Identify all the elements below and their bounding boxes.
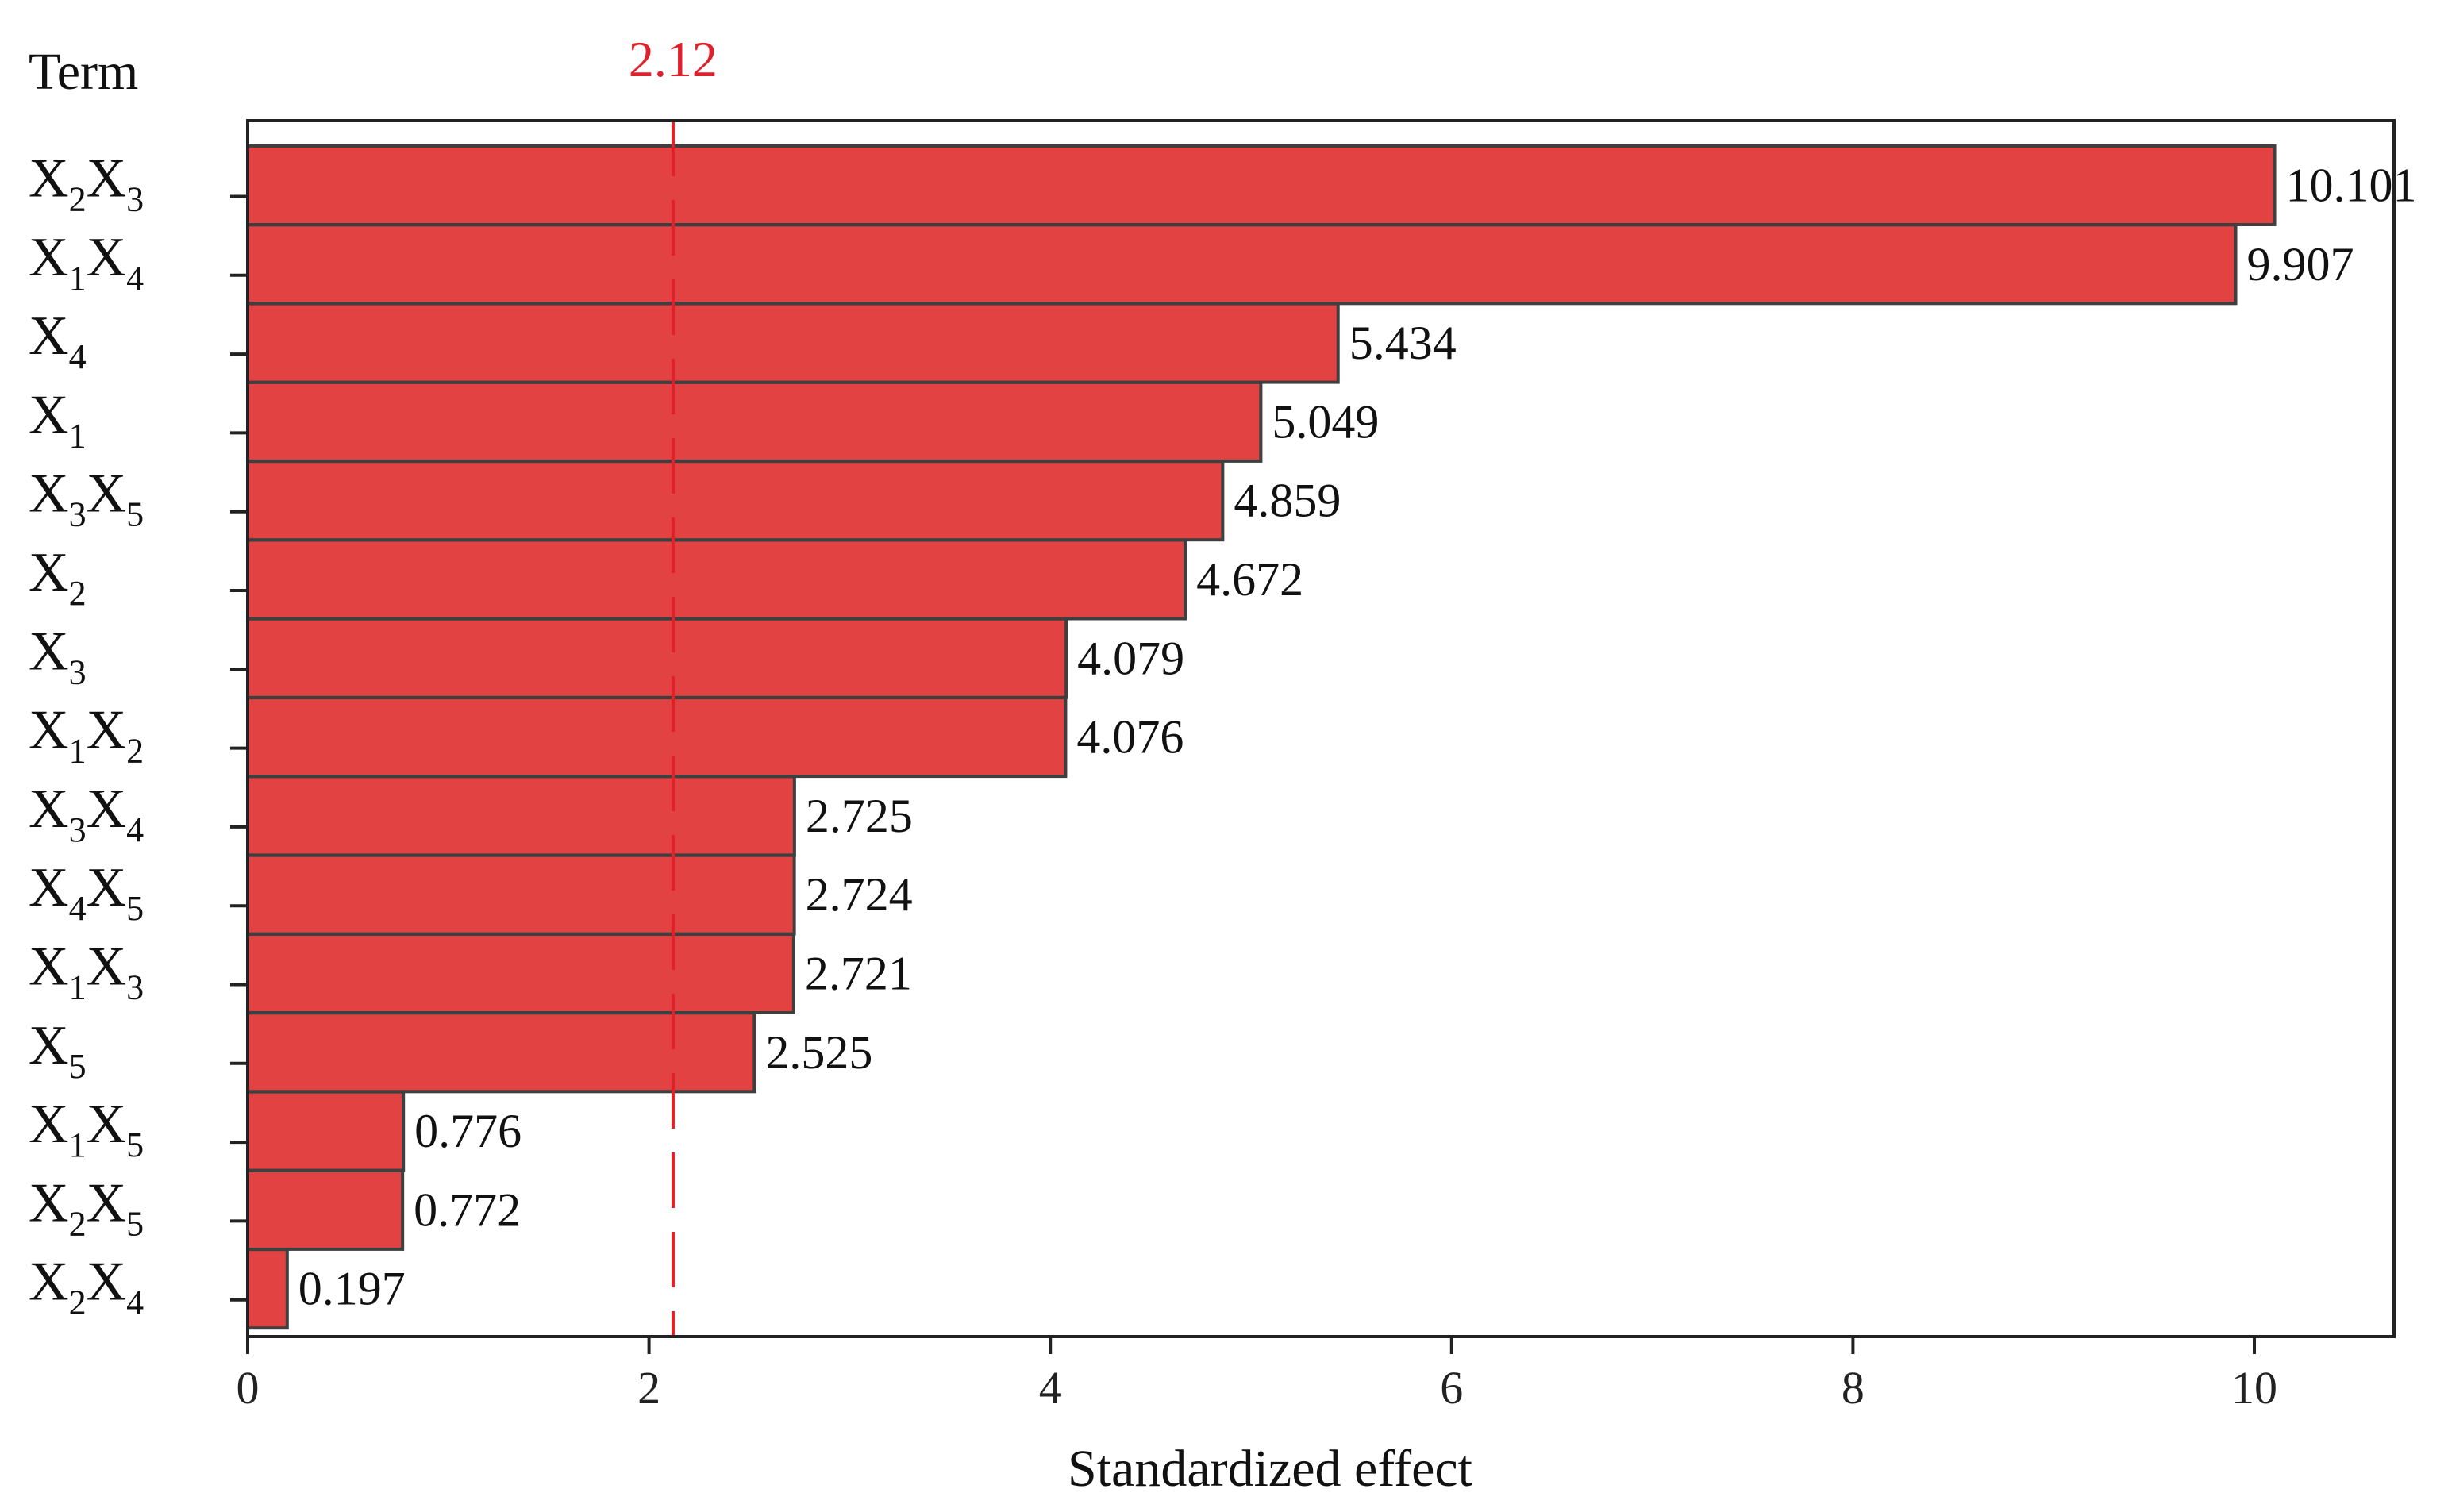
bar-value-label: 10.101	[2286, 160, 2417, 212]
term-label: X4	[29, 306, 87, 376]
x-tick-label: 6	[1440, 1362, 1463, 1414]
bar	[246, 1168, 405, 1251]
bar	[246, 1011, 756, 1094]
bar-value-label: 5.049	[1272, 395, 1379, 448]
term-label: X3X4	[29, 779, 144, 849]
bar	[246, 853, 796, 936]
term-label: X2X3	[29, 148, 144, 219]
bar-value-label: 5.434	[1349, 317, 1457, 369]
bar	[246, 933, 795, 1014]
bar	[246, 617, 1068, 699]
term-label: X5	[29, 1015, 87, 1086]
bar	[246, 460, 1225, 542]
bar	[246, 223, 2238, 306]
bar	[246, 775, 796, 857]
term-label: X4X5	[29, 857, 144, 928]
y-ticks-group	[230, 194, 248, 1302]
bar-value-label: 0.197	[298, 1263, 406, 1315]
bar-value-label: 4.079	[1077, 632, 1184, 684]
bar-value-label: 0.772	[414, 1183, 521, 1236]
bar	[246, 144, 2277, 226]
bar	[246, 538, 1187, 621]
term-label: X2X5	[29, 1172, 144, 1243]
term-label: X1X2	[29, 700, 144, 771]
bar-value-label: 9.907	[2246, 238, 2354, 290]
bar-value-label: 0.776	[414, 1105, 522, 1157]
bar	[246, 380, 1263, 463]
term-labels-group: X2X3X1X4X4X1X3X5X2X3X1X2X3X4X4X5X1X3X5X1…	[29, 148, 144, 1322]
term-label: X2	[29, 542, 87, 613]
x-tick-label: 4	[1039, 1362, 1062, 1414]
x-axis-title: Standardized effect	[1068, 1440, 1472, 1498]
bar-value-label: 4.859	[1234, 475, 1341, 527]
bar	[246, 1248, 289, 1330]
bar-value-label: 2.724	[806, 868, 913, 921]
x-tick-label: 0	[237, 1362, 260, 1414]
term-label: X3	[29, 621, 87, 691]
x-tick-label: 2	[637, 1362, 660, 1414]
y-axis-title: Term	[29, 43, 138, 101]
bar-value-label: 2.525	[765, 1026, 872, 1079]
term-label: X3X5	[29, 464, 144, 534]
bar	[246, 696, 1068, 779]
bar	[246, 1090, 406, 1172]
term-label: X1	[29, 384, 87, 455]
term-label: X1X5	[29, 1094, 144, 1164]
bar-value-label: 4.076	[1076, 711, 1184, 764]
bar-value-label: 4.672	[1196, 553, 1303, 606]
bar-value-label: 2.725	[806, 790, 913, 842]
x-tick-label: 10	[2231, 1362, 2277, 1414]
bars-group	[246, 144, 2277, 1330]
reference-line-label: 2.12	[629, 31, 718, 87]
plot-frame	[246, 119, 2396, 1338]
term-label: X1X3	[29, 937, 144, 1007]
term-label: X1X4	[29, 227, 144, 298]
x-ticks-group: 0 2 4 6 8 10	[237, 1337, 2277, 1414]
x-tick-label: 8	[1842, 1362, 1865, 1414]
bar-value-label: 2.721	[805, 948, 912, 1000]
term-label: X2X4	[29, 1252, 144, 1322]
bar	[246, 302, 1340, 384]
